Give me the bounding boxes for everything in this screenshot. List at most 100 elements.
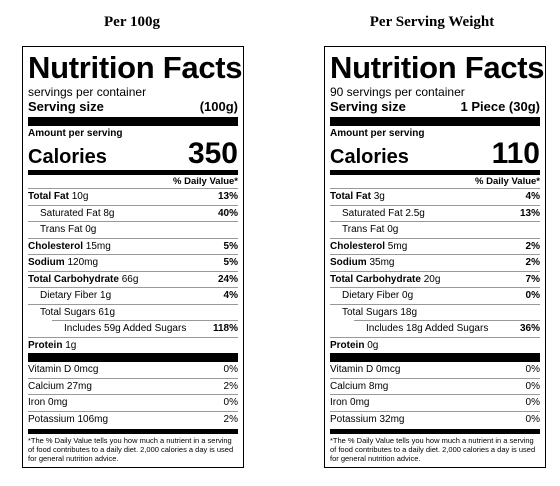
trans-fat-row: Trans Fat 0g	[28, 221, 238, 238]
nutrient-name: Trans Fat 0g	[342, 224, 399, 235]
nutrient-dv: 0%	[525, 290, 540, 301]
total-carbohydrate-row: Total Carbohydrate 66g 24%	[28, 270, 238, 288]
nutrient-name: Total Carbohydrate	[28, 273, 119, 285]
total-carbohydrate-row: Total Carbohydrate 20g 7%	[330, 270, 540, 288]
nutrient-dv: 5%	[223, 257, 238, 268]
vitamin-d-row: Vitamin D 0mcg 0%	[330, 362, 540, 378]
amount-per-serving: Amount per serving	[28, 128, 123, 139]
nutrient-dv: 4%	[525, 191, 540, 202]
nutrient-name: Protein	[28, 339, 63, 351]
calories-value: 350	[187, 137, 238, 170]
nutrient-amount: 35mg	[369, 257, 395, 268]
calcium-row: Calcium 8mg 0%	[330, 377, 540, 395]
nutrient-amount: 5mg	[387, 240, 408, 252]
left-label-heading: Per 100g	[104, 14, 160, 30]
nutrient-name: Includes 59g Added Sugars	[64, 323, 187, 334]
vitamin-d-row: Vitamin D 0mcg 0%	[28, 362, 238, 378]
nutrient-dv: 2%	[223, 413, 238, 425]
medium-divider	[330, 170, 540, 175]
nutrient-amount: 1g	[65, 339, 77, 351]
nutrition-facts-title: Nutrition Facts	[330, 50, 545, 85]
calories-value: 110	[491, 137, 540, 170]
nutrient-amount: 3g	[373, 191, 385, 202]
calories-row: Calories 110	[330, 137, 540, 170]
protein-row: Protein 0g	[330, 336, 540, 354]
nutrient-name: Trans Fat 0g	[40, 224, 97, 235]
servings-per-container: 90 servings per container	[330, 85, 465, 99]
nutrient-name: Sodium	[28, 257, 65, 268]
nutrient-dv: 2%	[223, 380, 238, 392]
serving-size-value: (100g)	[199, 99, 238, 114]
nutrient-dv: 0%	[525, 413, 540, 425]
thick-divider	[28, 117, 238, 126]
calories-label: Calories	[330, 146, 409, 168]
daily-value-footnote: *The % Daily Value tells you how much a …	[330, 436, 536, 463]
protein-row: Protein 1g	[28, 336, 238, 354]
nutrient-name: Potassium 106mg	[28, 413, 109, 425]
nutrient-dv: 2%	[525, 257, 540, 268]
nutrient-dv: 2%	[525, 240, 540, 252]
medium-divider	[28, 170, 238, 175]
serving-size-label: Serving size	[330, 99, 406, 114]
dietary-fiber-row: Dietary Fiber 1g 4%	[28, 287, 238, 304]
nutrient-name: Saturated Fat 2.5g	[342, 207, 425, 219]
nutrient-name: Total Fat	[28, 191, 69, 202]
nutrient-name: Vitamin D 0mcg	[330, 364, 401, 375]
nutrient-name: Includes 18g Added Sugars	[366, 323, 489, 334]
nutrient-amount: 0g	[367, 339, 379, 351]
nutrient-name: Calcium 8mg	[330, 380, 389, 392]
daily-value-header: % Daily Value*	[28, 175, 238, 189]
sodium-row: Sodium 35mg 2%	[330, 254, 540, 271]
thick-divider	[330, 353, 540, 362]
medium-divider	[330, 429, 540, 434]
servings-per-container: servings per container	[28, 85, 147, 99]
nutrient-amount: 66g	[121, 273, 139, 285]
saturated-fat-row: Saturated Fat 8g 40%	[28, 204, 238, 222]
nutrient-name: Sodium	[330, 257, 367, 268]
trans-fat-row: Trans Fat 0g	[330, 221, 540, 238]
nutrient-name: Total Carbohydrate	[330, 273, 421, 285]
nutrient-dv: 0%	[223, 397, 238, 408]
iron-row: Iron 0mg 0%	[28, 394, 238, 411]
nutrient-dv: 0%	[525, 364, 540, 375]
nutrition-facts-title: Nutrition Facts	[28, 50, 243, 85]
medium-divider	[28, 429, 238, 434]
total-fat-row: Total Fat 10g 13%	[28, 189, 238, 205]
amount-per-serving: Amount per serving	[330, 128, 425, 139]
dietary-fiber-row: Dietary Fiber 0g 0%	[330, 287, 540, 304]
vitamin-rows: Vitamin D 0mcg 0% Calcium 8mg 0% Iron 0m…	[330, 362, 540, 427]
nutrient-name: Protein	[330, 339, 365, 351]
added-sugars-row: Includes 18g Added Sugars 36%	[354, 320, 540, 337]
nutrient-dv: 7%	[525, 273, 540, 285]
nutrient-dv: 13%	[217, 191, 238, 202]
nutrient-name: Cholesterol	[330, 240, 386, 252]
calcium-row: Calcium 27mg 2%	[28, 377, 238, 395]
total-fat-row: Total Fat 3g 4%	[330, 189, 540, 205]
daily-value-footnote: *The % Daily Value tells you how much a …	[28, 436, 234, 463]
nutrient-dv: 0%	[525, 380, 540, 392]
nutrient-name: Cholesterol	[28, 240, 84, 252]
nutrient-amount: 10g	[71, 191, 89, 202]
nutrient-name: Total Sugars 61g	[40, 306, 116, 318]
potassium-row: Potassium 106mg 2%	[28, 410, 238, 428]
vitamin-rows: Vitamin D 0mcg 0% Calcium 27mg 2% Iron 0…	[28, 362, 238, 427]
thick-divider	[330, 117, 540, 126]
added-sugars-row: Includes 59g Added Sugars 118%	[52, 320, 238, 337]
nutrient-name: Total Sugars 18g	[342, 306, 418, 318]
nutrient-dv: 0%	[223, 364, 238, 375]
serving-size-value: 1 Piece (30g)	[460, 99, 541, 114]
total-sugars-row: Total Sugars 61g	[28, 303, 238, 321]
nutrient-name: Iron 0mg	[28, 397, 68, 408]
serving-size-row: Serving size (100g)	[28, 99, 238, 114]
nutrient-name: Calcium 27mg	[28, 380, 92, 392]
nutrient-name: Vitamin D 0mcg	[28, 364, 99, 375]
nutrient-rows: Total Fat 10g 13% Saturated Fat 8g 40% T…	[28, 189, 238, 353]
serving-size-label: Serving size	[28, 99, 104, 114]
nutrient-amount: 20g	[423, 273, 441, 285]
cholesterol-row: Cholesterol 15mg 5%	[28, 237, 238, 255]
cholesterol-row: Cholesterol 5mg 2%	[330, 237, 540, 255]
nutrient-dv: 4%	[223, 290, 238, 301]
total-sugars-row: Total Sugars 18g	[330, 303, 540, 321]
nutrient-dv: 13%	[519, 207, 540, 219]
nutrient-name: Total Fat	[330, 191, 371, 202]
